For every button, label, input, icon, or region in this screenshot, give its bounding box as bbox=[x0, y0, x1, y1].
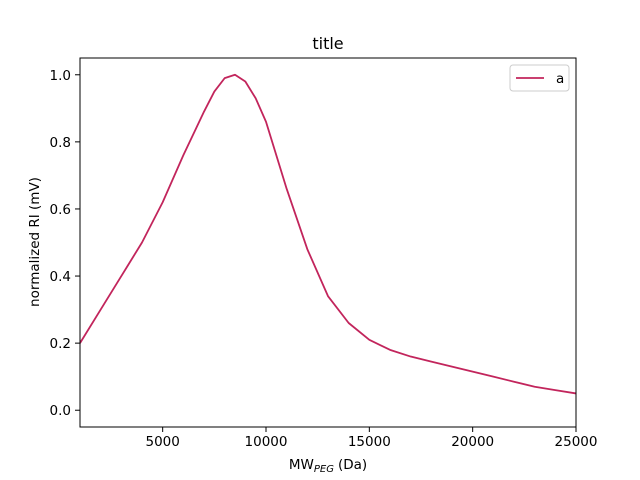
x-tick-label: 20000 bbox=[451, 434, 494, 450]
legend: a bbox=[509, 64, 570, 92]
y-tick-label: 0.0 bbox=[50, 403, 71, 419]
x-tick-label: 10000 bbox=[245, 434, 288, 450]
y-tick-label: 0.4 bbox=[50, 269, 71, 285]
x-tick-label: 25000 bbox=[555, 434, 598, 450]
x-axis-label-sub: PEG bbox=[314, 464, 334, 475]
legend-label: a bbox=[556, 71, 564, 87]
y-tick-label: 0.2 bbox=[50, 336, 71, 352]
x-tick-label: 5000 bbox=[145, 434, 179, 450]
axes: 5000 10000 15000 20000 25000 0.0 0.2 0.4 0.6 0.8 1… bbox=[50, 57, 598, 450]
y-axis-label: normalized RI (mV) bbox=[27, 177, 43, 307]
x-axis-label-main: MW bbox=[289, 457, 314, 473]
series-line-a bbox=[79, 73, 577, 395]
y-tick-label: 0.6 bbox=[50, 202, 71, 218]
y-tick-label: 1.0 bbox=[50, 68, 71, 84]
y-tick-label: 0.8 bbox=[50, 135, 71, 151]
plot-frame bbox=[79, 57, 577, 428]
plot-area bbox=[79, 73, 577, 395]
x-axis-label: MWPEG (Da) bbox=[289, 457, 367, 475]
chart-title: title bbox=[312, 34, 343, 53]
x-tick-label: 15000 bbox=[348, 434, 391, 450]
x-axis-label-unit: (Da) bbox=[338, 457, 367, 473]
